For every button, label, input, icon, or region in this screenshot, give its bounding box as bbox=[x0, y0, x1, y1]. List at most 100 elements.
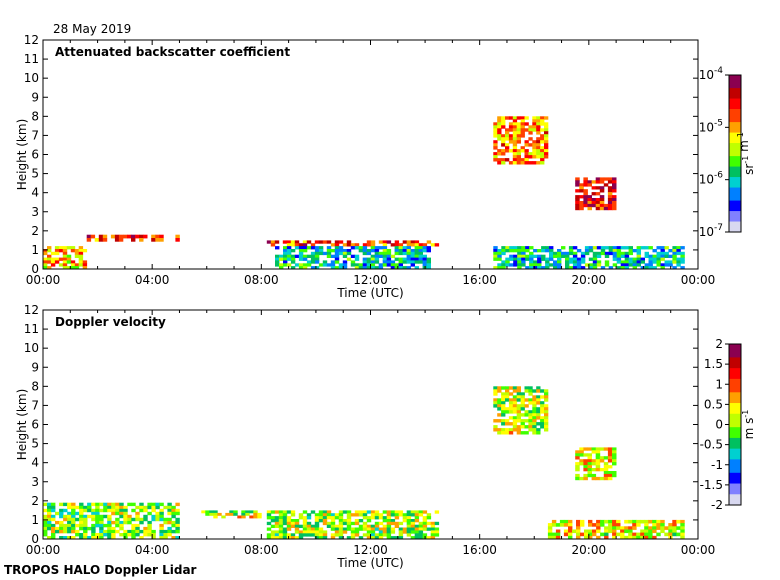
data-cell bbox=[79, 508, 84, 513]
data-cell bbox=[422, 254, 427, 258]
data-cell bbox=[680, 526, 685, 530]
data-cell bbox=[583, 189, 588, 193]
data-cell bbox=[512, 128, 518, 132]
colorbar-segment bbox=[729, 80, 741, 84]
data-cell bbox=[167, 526, 172, 531]
data-cell bbox=[87, 502, 92, 507]
data-cell bbox=[51, 523, 56, 528]
data-cell bbox=[505, 431, 510, 435]
data-cell bbox=[628, 257, 633, 261]
data-cell bbox=[529, 266, 534, 270]
data-cell bbox=[322, 513, 328, 517]
data-cell bbox=[575, 206, 580, 211]
x-tick-label: 08:00 bbox=[244, 543, 279, 557]
data-cell bbox=[532, 428, 537, 432]
data-cell bbox=[493, 428, 498, 432]
data-feature-3 bbox=[547, 519, 685, 540]
data-cell bbox=[59, 508, 64, 513]
colorbar-segment bbox=[729, 437, 741, 442]
data-cell bbox=[418, 246, 423, 250]
data-cell bbox=[528, 125, 533, 129]
data-cell bbox=[656, 246, 661, 250]
data-cell bbox=[516, 158, 521, 162]
data-cell bbox=[505, 386, 510, 390]
data-cell bbox=[278, 530, 284, 534]
data-cell bbox=[302, 527, 308, 531]
data-cell bbox=[520, 401, 525, 405]
data-cell bbox=[50, 260, 56, 264]
data-cell bbox=[111, 526, 116, 531]
data-cell bbox=[512, 389, 518, 393]
data-cell bbox=[607, 186, 613, 190]
data-cell bbox=[354, 266, 360, 270]
data-cell bbox=[322, 530, 328, 534]
data-cell bbox=[390, 513, 396, 517]
data-cell bbox=[155, 238, 160, 242]
data-cell bbox=[549, 254, 554, 258]
colorbar-segment bbox=[729, 169, 741, 173]
data-cell bbox=[131, 508, 136, 513]
data-cell bbox=[51, 514, 56, 519]
data-cell bbox=[298, 266, 304, 270]
data-cell bbox=[599, 201, 605, 205]
data-cell bbox=[294, 527, 300, 531]
data-cell bbox=[536, 410, 541, 414]
data-cell bbox=[524, 398, 529, 402]
data-cell bbox=[563, 532, 569, 537]
data-cell bbox=[553, 260, 558, 264]
data-cell bbox=[342, 519, 348, 523]
data-cell bbox=[286, 251, 292, 256]
data-cell bbox=[334, 249, 340, 253]
data-cell bbox=[422, 510, 428, 514]
data-cell bbox=[521, 260, 526, 264]
data-cell bbox=[334, 527, 340, 531]
data-cell bbox=[334, 260, 340, 264]
data-cell bbox=[66, 266, 72, 270]
data-cell bbox=[386, 260, 392, 264]
data-cell bbox=[544, 125, 549, 129]
data-cell bbox=[583, 180, 588, 184]
data-cell bbox=[549, 257, 554, 261]
data-cell bbox=[509, 246, 514, 250]
data-cell bbox=[576, 249, 582, 253]
data-cell bbox=[257, 512, 262, 516]
data-cell bbox=[537, 260, 542, 264]
data-cell bbox=[302, 243, 308, 247]
colorbar-segment bbox=[729, 106, 741, 110]
data-cell bbox=[568, 249, 574, 253]
data-cell bbox=[648, 254, 653, 258]
data-cell bbox=[600, 251, 606, 256]
data-cell bbox=[575, 201, 580, 205]
data-cell bbox=[266, 240, 272, 244]
data-cell bbox=[596, 529, 601, 534]
data-cell bbox=[549, 251, 554, 256]
data-cell bbox=[616, 266, 622, 270]
data-cell bbox=[71, 529, 76, 534]
data-cell bbox=[648, 246, 653, 250]
data-cell bbox=[70, 249, 76, 253]
data-cell bbox=[79, 523, 84, 528]
data-cell bbox=[426, 263, 431, 267]
data-cell bbox=[505, 398, 510, 402]
data-cell bbox=[588, 246, 594, 250]
data-cell bbox=[318, 510, 324, 514]
data-cell bbox=[58, 257, 64, 261]
data-cell bbox=[233, 512, 238, 516]
data-cell bbox=[608, 519, 613, 524]
data-cell bbox=[119, 511, 124, 516]
data-cell bbox=[270, 524, 276, 528]
data-cell bbox=[394, 240, 400, 244]
data-cell bbox=[414, 260, 419, 264]
data-cell bbox=[131, 502, 136, 507]
data-cell bbox=[103, 523, 108, 528]
data-cell bbox=[342, 521, 348, 526]
colorbar-unit-base: m s bbox=[742, 418, 756, 440]
data-cell bbox=[604, 254, 610, 258]
data-cell bbox=[493, 419, 498, 423]
data-feature-0 bbox=[43, 246, 88, 270]
data-cell bbox=[418, 521, 424, 526]
data-cell bbox=[406, 510, 412, 514]
data-cell bbox=[330, 527, 336, 531]
data-cell bbox=[572, 254, 578, 258]
data-cell bbox=[624, 246, 630, 250]
